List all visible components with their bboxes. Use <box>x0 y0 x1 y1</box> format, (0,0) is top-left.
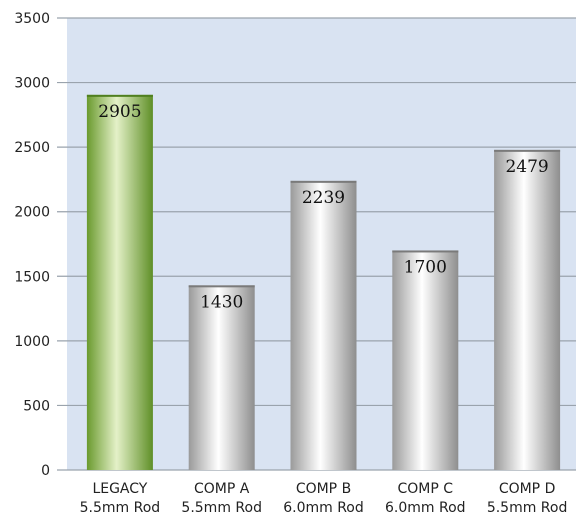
x-tick-label: COMP D <box>499 481 556 497</box>
x-tick-label: 5.5mm Rod <box>80 500 161 516</box>
bar <box>86 94 153 470</box>
y-tick-label: 3000 <box>14 76 50 92</box>
x-tick-label: LEGACY <box>92 481 147 497</box>
x-tick-label: 6.0mm Rod <box>283 500 364 516</box>
y-axis: 0 500 1000 1500 2000 2500 3000 3500 <box>14 11 50 479</box>
bar <box>188 285 255 470</box>
x-tick-label: 5.5mm Rod <box>181 500 262 516</box>
x-tick-label: COMP C <box>398 481 454 497</box>
y-tick-label: 500 <box>23 398 50 414</box>
y-tick-label: 0 <box>41 463 50 479</box>
bar <box>494 149 561 470</box>
bar-top-edge <box>494 149 561 152</box>
data-label: 2239 <box>302 188 345 208</box>
bars: 2905 1430 2239 1700 2479 <box>86 94 561 471</box>
data-label: 1700 <box>404 257 447 277</box>
y-tick-label: 1000 <box>14 334 50 350</box>
bar-top-edge <box>392 250 459 253</box>
y-tick-label: 2000 <box>14 205 50 221</box>
data-label: 1430 <box>200 292 243 312</box>
x-tick-label: 5.5mm Rod <box>487 500 568 516</box>
x-axis: LEGACY 5.5mm Rod COMP A 5.5mm Rod COMP B 6.0m… <box>80 481 568 516</box>
bar-top-edge <box>188 285 255 288</box>
y-tick-label: 2500 <box>14 140 50 156</box>
data-label: 2905 <box>98 102 141 122</box>
x-tick-label: 6.0mm Rod <box>385 500 466 516</box>
bar-top-edge <box>86 94 153 97</box>
bar <box>392 250 459 470</box>
x-tick-label: COMP A <box>194 481 250 497</box>
bar-top-edge <box>290 180 357 183</box>
data-label: 2479 <box>505 157 548 177</box>
bar <box>290 180 357 471</box>
y-tick-label: 1500 <box>14 269 50 285</box>
y-tick-label: 3500 <box>14 11 50 27</box>
x-tick-label: COMP B <box>296 481 351 497</box>
